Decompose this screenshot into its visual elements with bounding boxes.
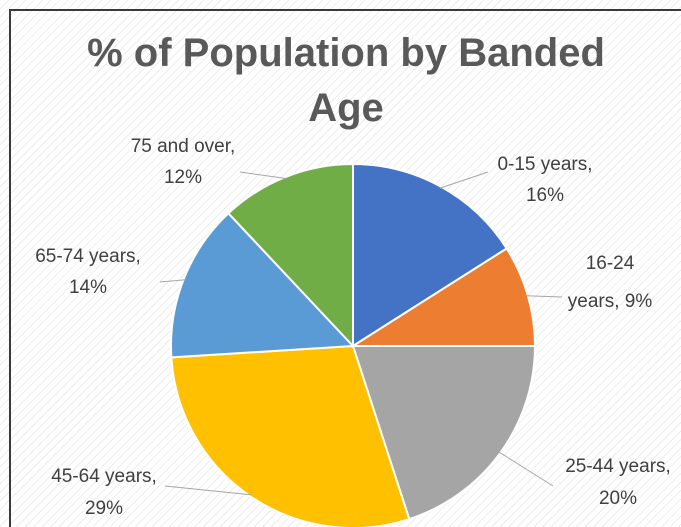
pie-slices bbox=[170, 162, 537, 527]
data-label-45-64-years: 45-64 years, 29% bbox=[51, 466, 157, 519]
leader-line-25-44-years bbox=[498, 451, 554, 487]
chart-title-line-1: % of Population by Banded bbox=[87, 31, 605, 75]
data-label-16-24-years: 16-24 years, 9% bbox=[568, 253, 653, 312]
data-label-0-15-years: 0-15 years, 16% bbox=[497, 154, 592, 206]
data-label-65-74-years: 65-74 years, 14% bbox=[35, 246, 141, 298]
data-label-45-64-years-line-2: 29% bbox=[85, 498, 123, 519]
data-label-45-64-years-line-1: 45-64 years, bbox=[51, 466, 157, 487]
data-label-75-and-over: 75 and over, 12% bbox=[131, 136, 236, 188]
pie-slice-16-24-years bbox=[349, 247, 537, 347]
data-label-25-44-years-line-2: 20% bbox=[599, 488, 637, 509]
pie-slice-75-and-over bbox=[226, 162, 354, 349]
leader-line-75-and-over bbox=[239, 171, 287, 180]
data-label-25-44-years-line-1: 25-44 years, bbox=[565, 456, 671, 477]
leader-line-16-24-years bbox=[525, 295, 563, 298]
data-label-0-15-years-line-1: 0-15 years, bbox=[497, 154, 592, 175]
leader-line-0-15-years bbox=[439, 171, 489, 189]
leader-line-45-64-years bbox=[164, 485, 252, 496]
pie-slice-0-15-years bbox=[352, 162, 509, 348]
data-label-65-74-years-line-2: 14% bbox=[69, 277, 107, 298]
leader-lines bbox=[159, 171, 563, 496]
chart-border bbox=[9, 9, 681, 527]
data-label-0-15-years-line-2: 16% bbox=[526, 185, 564, 206]
leader-line-65-74-years bbox=[159, 279, 186, 283]
chart-title-line-2: Age bbox=[308, 86, 384, 130]
data-label-16-24-years-line-1: 16-24 bbox=[586, 253, 635, 274]
data-label-75-and-over-line-2: 12% bbox=[164, 167, 202, 188]
data-label-75-and-over-line-1: 75 and over, bbox=[131, 136, 236, 157]
data-label-65-74-years-line-1: 65-74 years, bbox=[35, 246, 141, 267]
pie-slice-45-64-years bbox=[170, 344, 411, 527]
data-label-25-44-years: 25-44 years, 20% bbox=[565, 456, 671, 509]
pie-slice-65-74-years bbox=[170, 211, 356, 359]
data-label-16-24-years-line-2: years, 9% bbox=[568, 291, 653, 312]
